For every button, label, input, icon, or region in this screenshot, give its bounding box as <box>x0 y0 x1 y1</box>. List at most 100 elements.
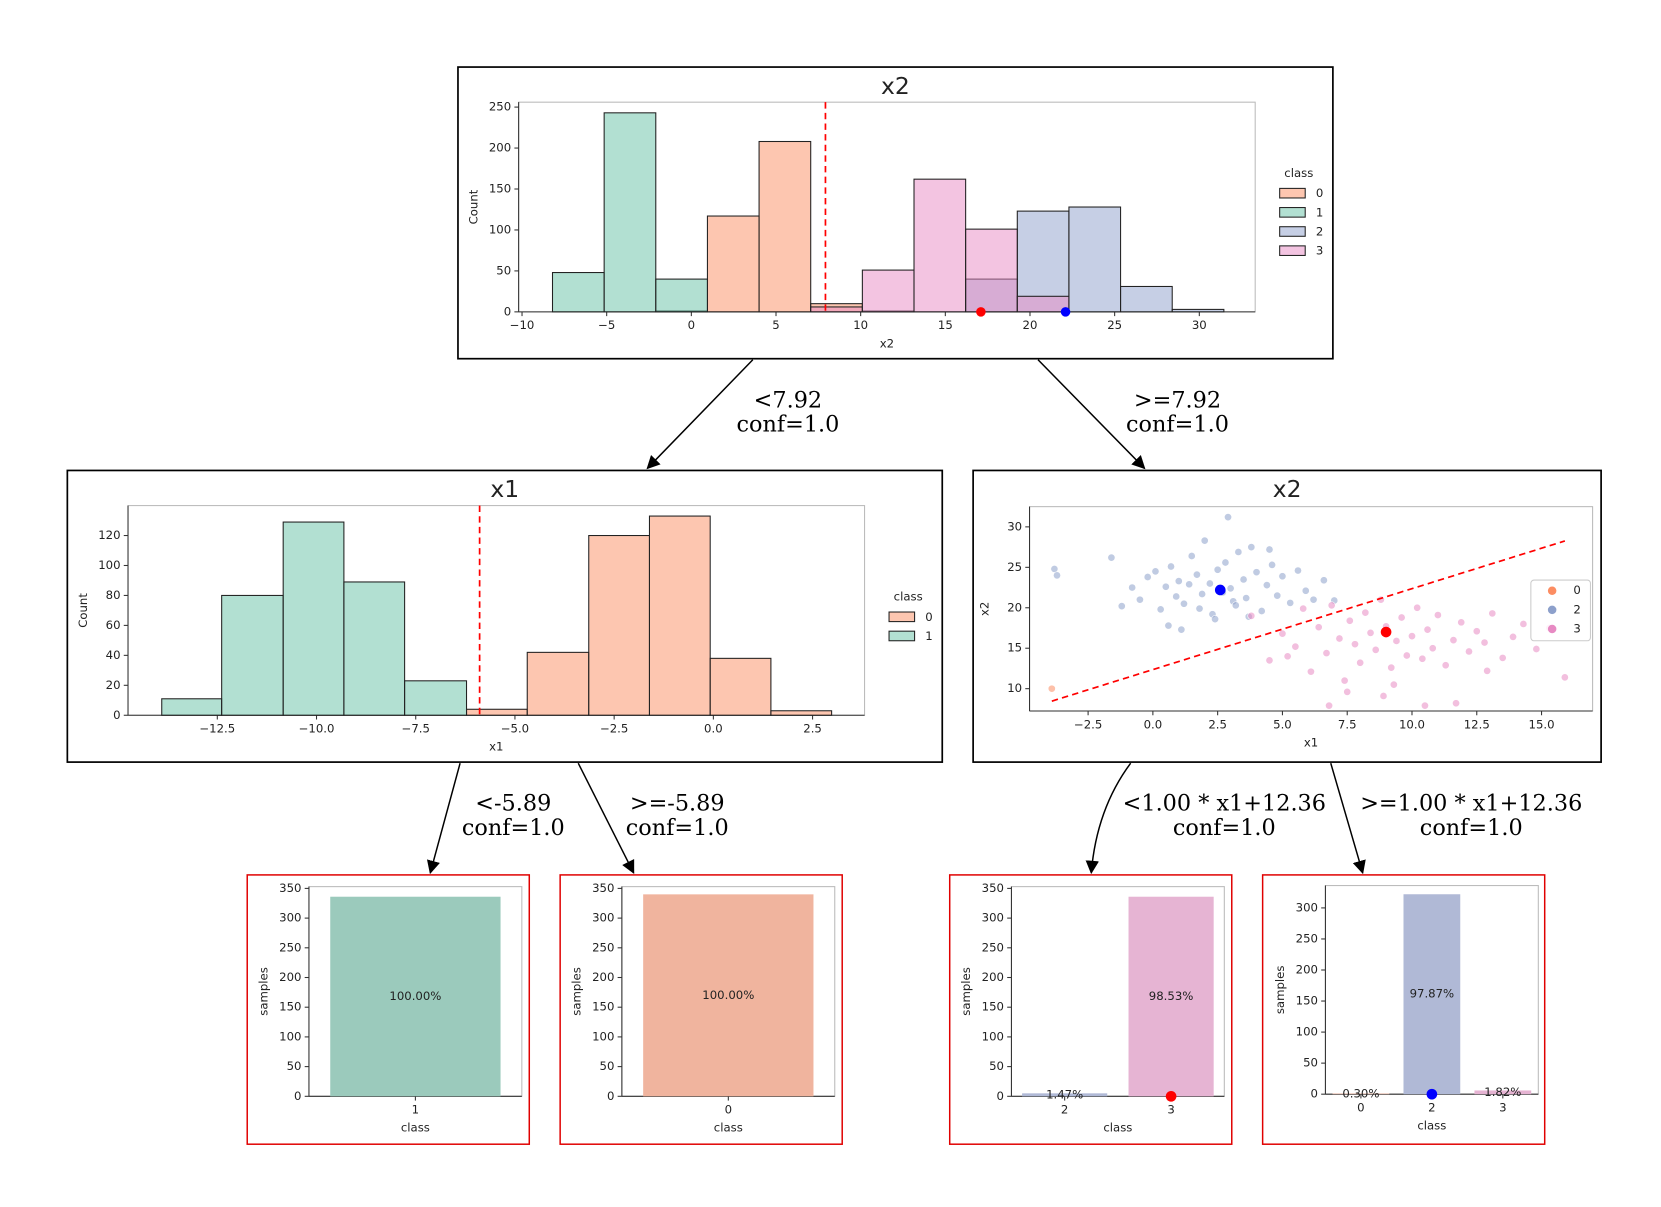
x-axis-label: x2 <box>880 336 894 350</box>
bar <box>1474 1090 1532 1095</box>
x-tick-label: 5 <box>772 318 779 332</box>
edge-condition: >=-5.89 <box>630 791 725 817</box>
x-tick-label: 0 <box>688 318 695 332</box>
edge-condition: >=1.00 * x1+12.36 <box>1360 791 1582 817</box>
scatter-point <box>1408 632 1416 640</box>
scatter-point <box>1320 576 1328 585</box>
scatter-point <box>1221 558 1230 567</box>
scatter-point <box>1136 595 1144 604</box>
scatter-point <box>1161 582 1170 591</box>
scatter-point <box>1480 638 1489 647</box>
y-tick-label: 200 <box>592 970 614 984</box>
y-axis-label: samples <box>257 967 271 1016</box>
scatter-point <box>1234 548 1243 556</box>
scatter-point <box>1309 595 1318 604</box>
scatter-point <box>1371 645 1380 654</box>
histogram-bar <box>1016 295 1070 313</box>
x-tick-label: 25 <box>1107 318 1122 332</box>
edge-arrow <box>1085 762 1132 875</box>
histogram-bar <box>161 698 223 716</box>
y-axis-label: samples <box>959 967 973 1016</box>
histogram-bar <box>343 581 406 716</box>
x-tick-label: 30 <box>1192 318 1207 332</box>
legend-swatch <box>1547 605 1557 615</box>
y-tick-label: 200 <box>489 141 511 155</box>
scatter-point <box>1441 661 1450 670</box>
scatter-point <box>1117 602 1126 611</box>
x-tick-label: 15 <box>938 318 953 332</box>
x-tick-label: 10.0 <box>1399 717 1425 731</box>
x-tick-label: 2.5 <box>1208 717 1227 731</box>
histogram-bar <box>588 534 651 716</box>
x-tick-label: 10 <box>853 318 868 332</box>
x-tick-label: −2.5 <box>600 722 628 736</box>
legend-label: 2 <box>1316 225 1323 239</box>
bar <box>330 896 501 1097</box>
y-tick-label: 300 <box>1296 900 1318 914</box>
edge-arrow <box>646 359 754 470</box>
histogram-bar <box>1120 285 1173 313</box>
x-tick-label: 2 <box>1428 1101 1435 1115</box>
scatter-point <box>1231 601 1240 610</box>
scatter-point <box>1361 608 1370 617</box>
scatter-point <box>1418 654 1427 663</box>
scatter-point <box>1532 645 1541 653</box>
legend-swatch <box>1279 245 1306 256</box>
centroid-marker <box>1165 1090 1177 1102</box>
y-tick-label: 50 <box>600 1059 615 1073</box>
edge-arrow <box>1330 762 1366 875</box>
y-tick-label: 100 <box>98 558 120 572</box>
legend-label: 1 <box>925 629 932 643</box>
x-tick-label: −5 <box>598 318 615 332</box>
scatter-point <box>1340 676 1349 685</box>
x-tick-label: 3 <box>1499 1101 1506 1115</box>
scatter-point <box>1283 652 1292 661</box>
scatter-point <box>1286 599 1295 607</box>
scatter-point <box>1356 658 1365 667</box>
y-tick-label: 350 <box>592 881 614 895</box>
legend-label: 0 <box>1316 186 1323 200</box>
x-tick-label: 0 <box>725 1103 732 1117</box>
y-tick-label: 350 <box>982 881 1004 895</box>
x-tick-label: 0.0 <box>704 722 723 736</box>
bar <box>643 894 814 1097</box>
scatter-point <box>1205 579 1214 588</box>
scatter-point <box>1128 583 1137 592</box>
scatter-point <box>1299 604 1308 613</box>
legend-swatch <box>1279 226 1306 237</box>
y-tick-label: 50 <box>1303 1056 1318 1070</box>
x-axis-label: class <box>1417 1119 1446 1133</box>
scatter-point <box>1278 629 1287 638</box>
scatter-point <box>1452 699 1460 708</box>
scatter-point <box>1421 701 1429 710</box>
legend-label: 3 <box>1573 622 1580 636</box>
x-tick-label: 20 <box>1023 318 1038 332</box>
x-tick-label: −10.0 <box>299 722 335 736</box>
legend-swatch <box>1279 207 1306 218</box>
x-tick-label: 2 <box>1061 1103 1068 1117</box>
scatter-point <box>1423 625 1432 634</box>
x-tick-label: 7.5 <box>1338 717 1357 731</box>
scatter-point <box>1397 613 1406 622</box>
bar <box>1332 1093 1390 1095</box>
node-box <box>972 469 1602 763</box>
x-axis-label: class <box>1103 1121 1132 1135</box>
y-tick-label: 300 <box>592 911 614 925</box>
bar-value-label: 1.82% <box>1484 1085 1521 1099</box>
y-tick-label: 150 <box>592 1000 614 1014</box>
y-axis-label: samples <box>1273 966 1287 1015</box>
y-tick-label: 250 <box>279 940 301 954</box>
scatter-point <box>1257 607 1266 615</box>
bar-value-label: 1.47% <box>1046 1087 1083 1101</box>
legend-swatch <box>888 630 916 642</box>
edge-arrow <box>577 762 635 874</box>
y-tick-label: 50 <box>287 1059 302 1073</box>
x-axis-label: x1 <box>1304 735 1318 749</box>
x-tick-label: 2.5 <box>803 722 822 736</box>
scatter-point <box>1428 644 1437 653</box>
scatter-point <box>1224 513 1232 522</box>
y-tick-label: 25 <box>1007 560 1022 574</box>
scatter-point <box>1291 642 1300 651</box>
scatter-point <box>1239 575 1248 584</box>
